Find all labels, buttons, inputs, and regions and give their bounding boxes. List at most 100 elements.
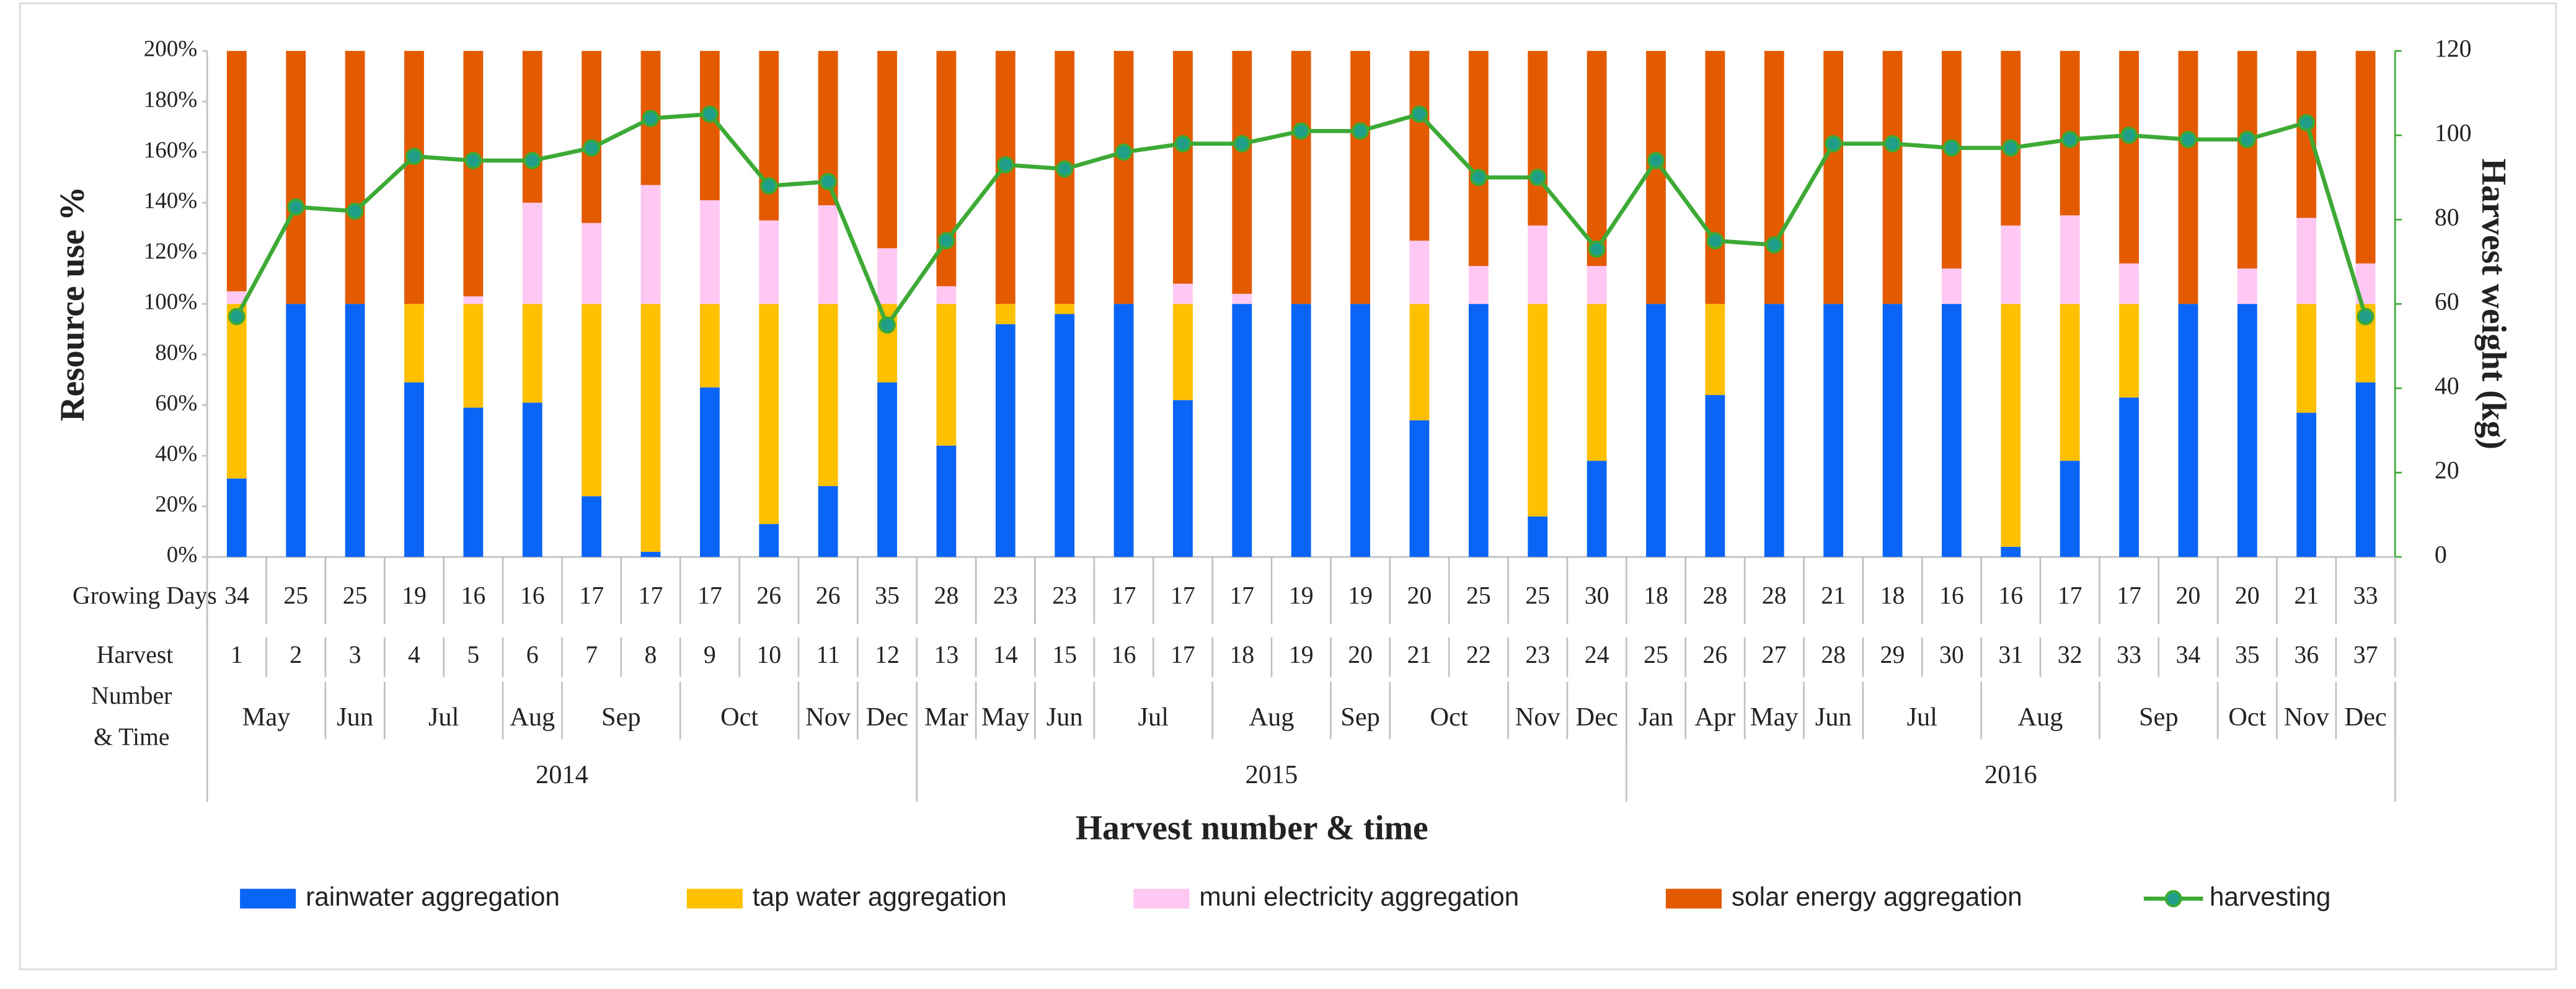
legend-swatch [1665,889,1722,909]
month-label: May [242,703,291,732]
harvest-marker [583,139,601,157]
bar-segment [2355,382,2376,557]
harvest-row-label: Number [91,682,172,709]
month-label: Sep [601,703,641,732]
bar-segment [226,51,247,291]
bar-segment [1705,51,1725,304]
harvest-marker [346,202,364,220]
growing-days-value: 19 [402,582,427,610]
bar-segment [818,304,838,486]
y2-tick-label: 0 [2435,541,2447,568]
bar-segment [582,304,602,497]
harvest-marker [1056,160,1074,178]
bar-segment [1587,265,1607,304]
growing-days-value: 26 [756,582,781,610]
growing-days-value: 16 [461,582,485,610]
bar-segment [1350,51,1370,304]
y-tick-label: 140% [144,188,198,213]
bar-segment [2001,546,2021,557]
month-label: May [981,703,1030,732]
bar-segment [1528,304,1548,517]
bar-segment [2001,225,2021,304]
bar-segment [2060,304,2080,461]
bar-segment [699,304,720,388]
bar-segment [640,552,661,557]
bar-segment [1587,304,1607,461]
month-label: May [1750,703,1799,732]
harvest-marker [1174,135,1192,153]
y-tick-label: 40% [155,441,197,466]
bar-segment [463,304,484,408]
growing-days-value: 20 [2176,582,2201,610]
legend-label: tap water aggregation [753,882,1007,911]
growing-days-value: 19 [1289,582,1314,610]
growing-days-value: 19 [1348,582,1373,610]
harvest-number: 33 [2117,641,2141,668]
bar-segment [759,524,779,557]
bar-segment [345,304,365,557]
legend-label: muni electricity aggregation [1199,882,1519,911]
bar-segment [1173,283,1193,304]
growing-days-value: 28 [1703,582,1728,610]
bar-segment [2119,51,2139,264]
bar-segment [877,382,897,557]
legend-label: rainwater aggregation [306,882,560,911]
month-label: Dec [2344,703,2386,732]
harvest-number: 21 [1407,641,1432,668]
bar-segment [759,220,779,304]
bar-segment [226,291,247,304]
bar-segment [1882,304,1903,557]
harvest-marker [642,110,660,127]
bar-segment [995,324,1016,557]
growing-days-value: 23 [993,582,1018,610]
bar-segment [2119,304,2139,398]
bar-segment [404,304,424,383]
growing-days-value: 17 [1112,582,1136,610]
y-tick-label: 80% [155,340,197,365]
bar-segment [1587,51,1607,266]
bar-segment [1291,51,1311,304]
harvest-marker [523,152,541,169]
year-label: 2016 [1985,760,2037,789]
harvest-number: 31 [1998,641,2023,668]
harvest-number: 23 [1525,641,1550,668]
harvest-marker [701,105,719,123]
y-tick-label: 160% [144,138,198,163]
y2-axis-label: Harvest weight (kg) [2474,158,2513,450]
bar-segment [936,304,957,446]
y2-tick-label: 120 [2435,35,2472,62]
harvest-marker [2061,131,2079,148]
bar-segment [1113,304,1134,557]
bar-segment [1587,461,1607,557]
month-label: Aug [510,703,555,732]
harvest-row-label: Harvest [97,641,174,668]
bar-segment [1173,51,1193,284]
growing-days-value: 20 [2235,582,2260,610]
growing-days-value: 25 [283,582,308,610]
month-label: Jun [337,703,373,732]
bar-segment [1528,516,1548,557]
bar-segment [2001,304,2021,547]
harvest-number: 13 [934,641,959,668]
growing-days-value: 17 [639,582,663,610]
bar-segment [699,51,720,200]
growing-days-value: 20 [1407,582,1432,610]
bar-segment [1882,51,1903,304]
harvest-number: 19 [1289,641,1314,668]
bar-segment [699,387,720,557]
bar-segment [1173,400,1193,557]
legend-swatch [240,889,296,909]
bar-segment [759,51,779,221]
harvest-marker [819,173,837,190]
harvest-number: 20 [1348,641,1373,668]
bar-segment [1764,51,1784,304]
bar-segment [2237,51,2257,269]
harvest-number: 26 [1703,641,1728,668]
month-label: Oct [2228,703,2266,732]
harvest-marker [1529,169,1547,187]
bar-segment [2119,397,2139,557]
month-label: Aug [2017,703,2063,732]
harvest-number: 15 [1052,641,1077,668]
harvest-marker [2238,131,2256,148]
